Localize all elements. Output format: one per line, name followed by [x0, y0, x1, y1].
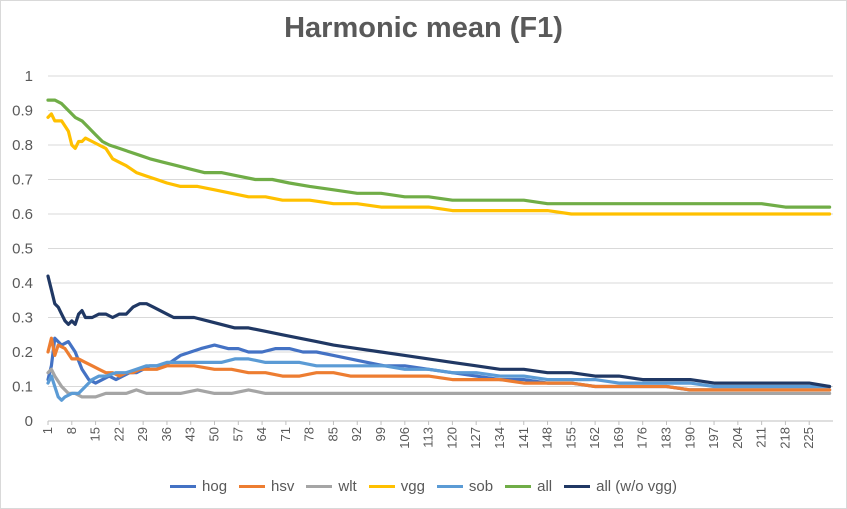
- legend-swatch: [306, 485, 333, 488]
- x-tick-label: 197: [706, 427, 721, 449]
- x-tick-label: 155: [563, 427, 578, 449]
- x-tick-label: 113: [421, 427, 436, 448]
- x-tick-label: 92: [349, 427, 364, 441]
- y-tick-label: 0.7: [12, 172, 33, 189]
- y-tick-label: 0.5: [12, 241, 33, 258]
- legend-label: all (w/o vgg): [596, 478, 677, 495]
- x-tick-label: 225: [801, 427, 816, 449]
- x-tick-label: 218: [777, 427, 792, 449]
- legend-label: sob: [468, 478, 494, 495]
- series-line-all-w-o-vgg: [46, 274, 832, 389]
- x-tick-label: 36: [159, 427, 174, 441]
- x-tick-label: 78: [302, 427, 317, 441]
- legend: hog hsv wlt vgg sob all all (w/o vgg): [0, 478, 847, 495]
- legend-item: vgg: [368, 478, 425, 495]
- x-tick-label: 134: [492, 427, 507, 449]
- x-tick-label: 169: [611, 427, 626, 449]
- y-tick-label: 0.1: [12, 379, 33, 396]
- y-tick-label: 0.3: [12, 310, 33, 327]
- x-tick-label: 50: [207, 427, 222, 441]
- y-tick-label: 0.9: [12, 103, 33, 120]
- x-tick-label: 64: [254, 427, 269, 441]
- y-tick-label: 0: [25, 413, 33, 430]
- x-tick-label: 71: [278, 427, 293, 441]
- x-tick-label: 183: [658, 427, 673, 449]
- x-tick-label: 85: [325, 427, 340, 441]
- x-tick-label: 106: [397, 427, 412, 449]
- legend-item: hsv: [239, 478, 294, 495]
- legend-item: hog: [170, 478, 227, 495]
- legend-label: vgg: [400, 478, 425, 495]
- legend-label: hog: [202, 478, 228, 495]
- x-tick-label: 99: [373, 427, 388, 441]
- legend-item: all (w/o vgg): [564, 478, 677, 495]
- legend-label: wlt: [338, 478, 357, 495]
- series-lines: [46, 98, 832, 402]
- series-line-wlt: [46, 367, 832, 399]
- legend-swatch: [239, 485, 266, 488]
- legend-swatch: [368, 485, 395, 488]
- x-tick-label: 141: [516, 427, 531, 449]
- y-tick-label: 0.6: [12, 206, 33, 223]
- x-tick-label: 190: [682, 427, 697, 449]
- x-tick-label: 57: [230, 427, 245, 441]
- legend-label: all: [537, 478, 553, 495]
- x-tick-label: 162: [587, 427, 602, 449]
- legend-swatch: [436, 485, 463, 488]
- series-line-all: [46, 98, 832, 209]
- x-tick-label: 204: [730, 427, 745, 449]
- x-tick-label: 176: [635, 427, 650, 449]
- y-tick-label: 0.4: [12, 275, 33, 292]
- legend-swatch: [505, 485, 532, 488]
- x-tick-label: 22: [111, 427, 126, 441]
- legend-swatch: [564, 485, 591, 488]
- y-tick-label: 0.8: [12, 137, 33, 154]
- x-tick-label: 211: [754, 427, 769, 448]
- x-tick-label: 15: [88, 427, 103, 441]
- legend-item: all: [505, 478, 552, 495]
- legend-swatch: [170, 485, 197, 488]
- series-line-sob: [46, 357, 832, 402]
- chart-title: Harmonic mean (F1): [284, 12, 563, 44]
- x-tick-label: 1: [40, 427, 55, 434]
- gridlines: [48, 75, 833, 422]
- x-tick-label: 120: [444, 427, 459, 449]
- legend-item: wlt: [306, 478, 357, 495]
- legend-item: sob: [436, 478, 494, 495]
- x-tick-label: 127: [468, 427, 483, 449]
- y-tick-label: 0.2: [12, 344, 33, 361]
- y-tick-label: 1: [25, 68, 33, 85]
- x-tick-label: 29: [135, 427, 150, 441]
- y-axis-ticks: 0 0.1 0.2 0.3 0.4 0.5 0.6 0.7 0.8 0.9 1: [12, 68, 33, 430]
- x-tick-label: 8: [64, 427, 79, 434]
- series-line-vgg: [46, 112, 832, 216]
- x-axis-ticks: 1 8 15 22 29 36 43 50 57 64 71 78 85 92 99 106 113 120 127…: [40, 421, 816, 449]
- series-line-hsv: [46, 336, 832, 392]
- legend-label: hsv: [271, 478, 295, 495]
- x-tick-label: 43: [183, 427, 198, 441]
- x-tick-label: 148: [540, 427, 555, 449]
